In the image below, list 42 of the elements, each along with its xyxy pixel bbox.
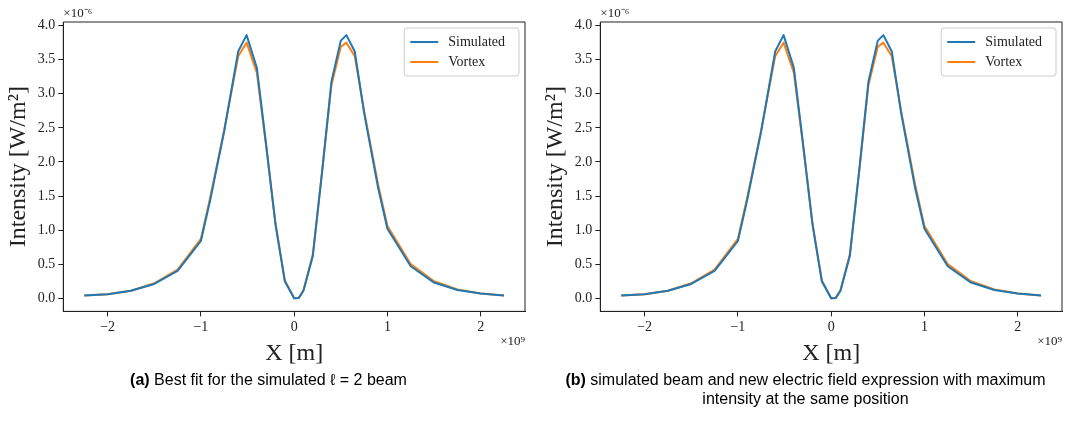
legend-label: Vortex: [448, 53, 486, 69]
text: ×10⁹: [500, 333, 526, 349]
legend-label: Vortex: [985, 53, 1023, 69]
y-tick-label: 3.5: [37, 51, 56, 67]
x-tick-label: 0: [827, 319, 835, 335]
x-tick-label: −2: [100, 319, 116, 335]
y-tick-label: 3.0: [574, 85, 593, 101]
x-tick-label: 1: [383, 319, 391, 335]
x-tick-label: 1: [920, 319, 928, 335]
x-tick-label: 0: [290, 319, 298, 335]
text: ×10⁻⁶: [600, 4, 630, 20]
text: ×10⁻⁶: [63, 4, 93, 20]
x-axis-title: X [m]: [265, 338, 324, 365]
y-tick-label: 3.0: [37, 85, 56, 101]
y-tick-label: 1.0: [37, 221, 56, 237]
y-tick-label: 0.0: [574, 289, 593, 305]
text: (a) Best fit for the simulated ℓ = 2 beam: [129, 370, 408, 389]
y-tick-label: 0.5: [574, 255, 593, 271]
y-tick-label: 0.5: [37, 255, 56, 271]
y-tick-label: 3.5: [574, 51, 593, 67]
y-tick-label: 1.5: [37, 187, 56, 203]
legend-label: Simulated: [985, 33, 1043, 49]
legend-label: Simulated: [448, 33, 506, 49]
y-axis-title: Intensity [W/m²]: [3, 86, 30, 248]
y-tick-label: 0.0: [37, 289, 56, 305]
y-tick-label: 2.0: [574, 153, 593, 169]
y-axis-title: Intensity [W/m²]: [540, 86, 567, 248]
y-tick-label: 1.5: [574, 187, 593, 203]
y-tick-label: 2.5: [37, 119, 56, 135]
text: (b) simulated beam and new electric field expression with maximum intensity at the same position: [564, 370, 1047, 408]
x-tick-label: −1: [193, 319, 209, 335]
x-tick-label: 2: [477, 319, 485, 335]
x-axis-title: X [m]: [802, 338, 861, 365]
text: ×10⁹: [1037, 333, 1063, 349]
y-tick-label: 2.5: [574, 119, 593, 135]
y-tick-label: 4.0: [37, 17, 56, 33]
x-tick-label: 2: [1014, 319, 1022, 335]
x-tick-label: −2: [637, 319, 653, 335]
x-tick-label: −1: [730, 319, 746, 335]
y-tick-label: 4.0: [574, 17, 593, 33]
y-tick-label: 1.0: [574, 221, 593, 237]
y-tick-label: 2.0: [37, 153, 56, 169]
